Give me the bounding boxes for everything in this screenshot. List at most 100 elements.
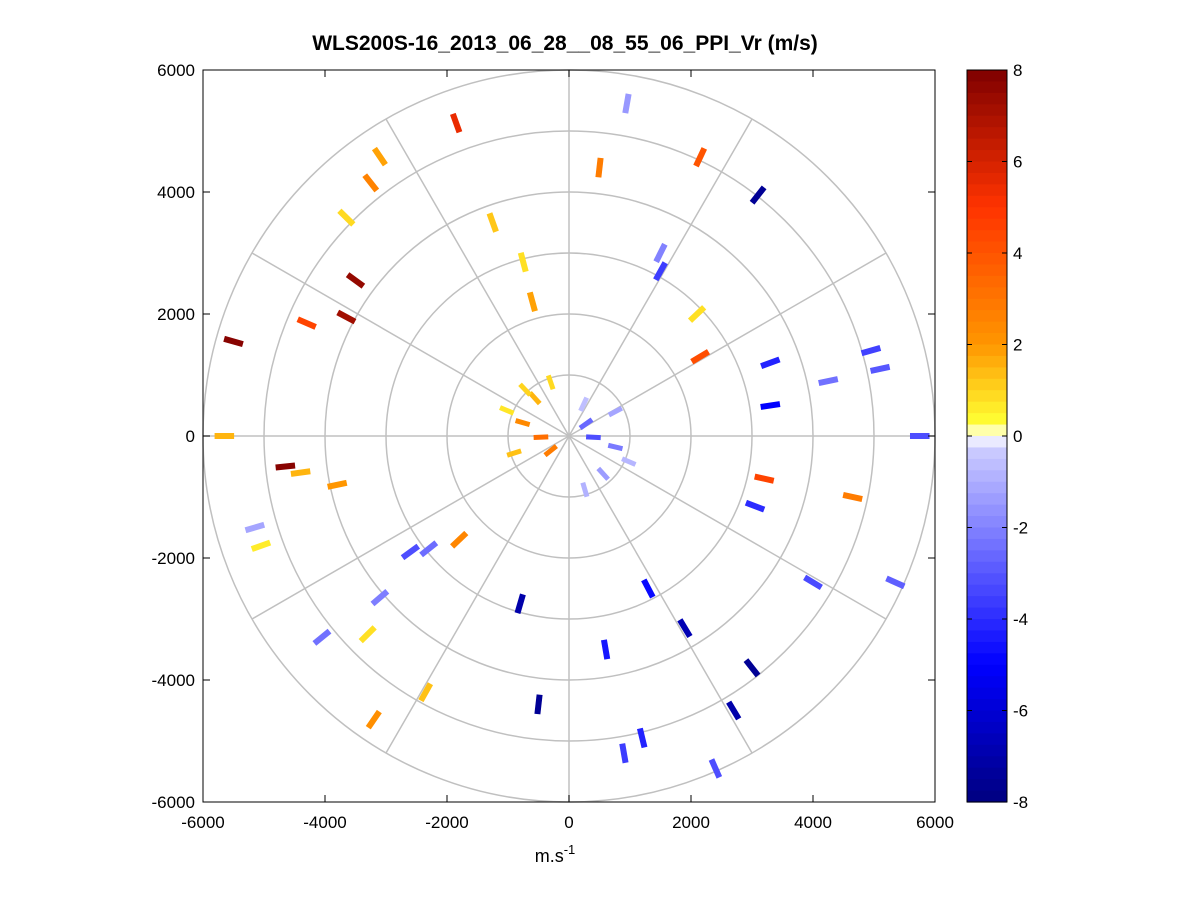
colorbar-segment	[967, 790, 1007, 803]
colorbar-segment	[967, 607, 1007, 620]
colorbar-tick-label: 0	[1013, 427, 1022, 446]
colorbar-segment	[967, 779, 1007, 792]
data-point	[345, 272, 366, 289]
data-point	[499, 405, 515, 416]
colorbar-segment	[967, 458, 1007, 471]
colorbar-segment	[967, 504, 1007, 517]
colorbar-segment	[967, 70, 1007, 83]
data-point	[526, 291, 538, 313]
colorbar-segment	[967, 218, 1007, 231]
colorbar-segment	[967, 378, 1007, 391]
data-point	[514, 593, 526, 614]
colorbar-segment	[967, 115, 1007, 128]
data-point	[744, 499, 766, 513]
colorbar-segment	[967, 138, 1007, 151]
colorbar-tick-label: -8	[1013, 793, 1028, 812]
spoke-line	[385, 118, 570, 437]
data-point	[358, 625, 377, 644]
data-point	[450, 112, 463, 134]
x-tick-label: 2000	[672, 813, 710, 832]
chart-title: WLS200S-16_2013_06_28__08_55_06_PPI_Vr (…	[312, 32, 818, 55]
data-point	[545, 374, 556, 391]
colorbar-segment	[967, 92, 1007, 105]
data-point	[506, 448, 522, 458]
colorbar-segment	[967, 767, 1007, 780]
colorbar-segment	[967, 195, 1007, 208]
colorbar-segment	[967, 344, 1007, 357]
colorbar-segment	[967, 298, 1007, 311]
data-point	[760, 356, 781, 369]
colorbar: 8 6 4 2 0 -2 -4 -6 -8	[966, 61, 1028, 812]
x-tick-label: 4000	[794, 813, 832, 832]
data-point	[869, 363, 891, 374]
colorbar-segment	[967, 653, 1007, 666]
data-point	[578, 396, 589, 412]
colorbar-segment	[967, 355, 1007, 368]
colorbar-segment	[967, 447, 1007, 460]
data-point	[687, 305, 707, 323]
colorbar-segment	[967, 733, 1007, 746]
data-point	[885, 575, 906, 590]
data-point	[749, 185, 767, 205]
colorbar-segment	[967, 333, 1007, 346]
colorbar-tick-label: -6	[1013, 702, 1028, 721]
colorbar-segment	[967, 561, 1007, 574]
colorbar-segment	[967, 230, 1007, 243]
data-point	[690, 349, 711, 365]
data-point	[250, 539, 272, 552]
colorbar-segment	[967, 310, 1007, 323]
data-point	[534, 694, 543, 715]
data-point	[514, 418, 531, 428]
data-point	[708, 758, 723, 779]
y-tick-label: 2000	[157, 305, 195, 324]
data-point	[653, 242, 668, 264]
data-point	[743, 658, 761, 678]
colorbar-segment	[967, 127, 1007, 140]
colorbar-segment	[967, 516, 1007, 529]
colorbar-segment	[967, 367, 1007, 380]
colorbar-tick-label: -4	[1013, 610, 1028, 629]
data-point	[275, 462, 296, 471]
colorbar-segment	[967, 664, 1007, 677]
spoke-line	[568, 435, 887, 620]
data-point	[619, 743, 629, 764]
data-point	[337, 208, 356, 227]
x-tick-label: 0	[564, 813, 573, 832]
data-point	[818, 376, 839, 387]
x-tick-label: -2000	[425, 813, 468, 832]
spoke-line	[251, 252, 570, 437]
colorbar-segment	[967, 321, 1007, 334]
colorbar-segment	[967, 481, 1007, 494]
y-tick-label: -6000	[152, 793, 195, 812]
colorbar-segment	[967, 573, 1007, 586]
data-point	[677, 618, 693, 639]
spoke-line	[568, 118, 753, 437]
y-tick-label: -2000	[152, 549, 195, 568]
data-point	[518, 382, 532, 397]
data-point	[419, 540, 439, 558]
colorbar-segment	[967, 493, 1007, 506]
data-point	[653, 261, 668, 282]
colorbar-segment	[967, 721, 1007, 734]
data-point	[607, 442, 624, 452]
colorbar-segment	[967, 172, 1007, 185]
data-point	[365, 709, 382, 730]
data-point	[693, 147, 708, 168]
data-point	[543, 444, 558, 458]
colorbar-segment	[967, 527, 1007, 540]
colorbar-segment	[967, 699, 1007, 712]
data-point	[726, 700, 742, 721]
data-point	[595, 157, 604, 178]
spoke-line	[568, 435, 753, 754]
data-point	[622, 93, 632, 114]
data-point	[336, 309, 357, 325]
data-point	[621, 456, 637, 467]
data-point	[418, 682, 434, 703]
data-point	[517, 251, 529, 273]
data-point	[803, 574, 823, 590]
data-point	[486, 212, 499, 233]
colorbar-segment	[967, 390, 1007, 403]
data-point	[533, 434, 549, 441]
colorbar-segment	[967, 81, 1007, 94]
